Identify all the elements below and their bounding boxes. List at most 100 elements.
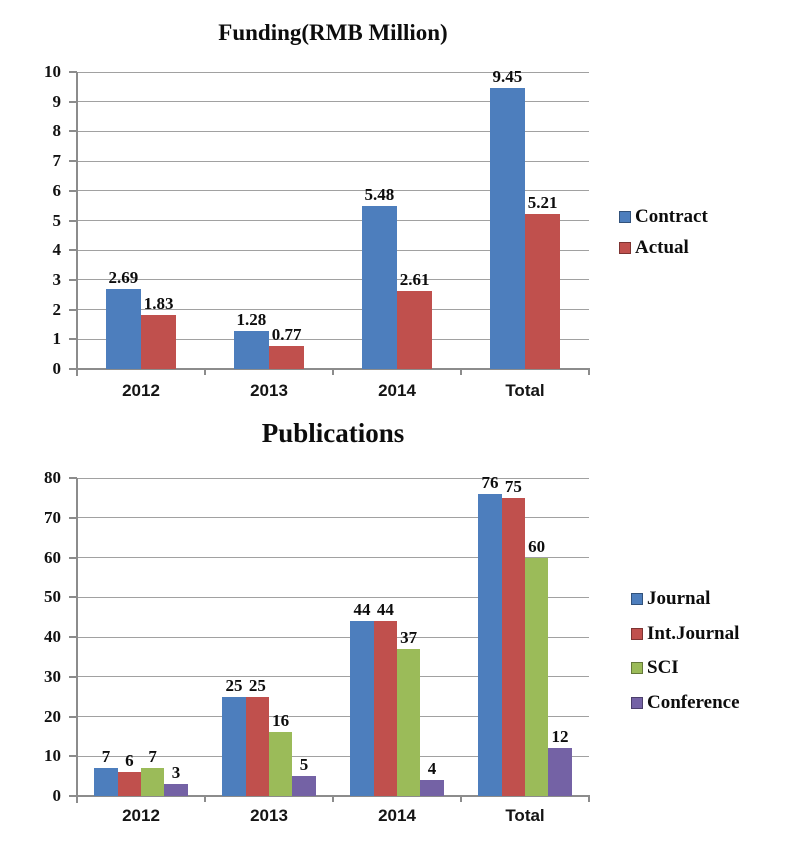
x-axis-category-label-2014: 2014 [378,381,416,400]
y-axis-tick [69,715,77,718]
x-axis-tick [588,369,590,375]
bar-contract-2014 [361,206,397,369]
bar-value-label-sci-2012: 7 [148,747,157,767]
y-axis-tick-label: 60 [44,547,61,567]
bar-int-journal-2013 [245,696,269,796]
y-axis-tick-label: 0 [52,359,62,378]
y-axis-tick-label: 10 [44,62,61,81]
y-axis-tick-label: 7 [52,151,62,171]
x-axis-line [71,795,590,797]
bar-value-label-journal-total: 76 [481,472,499,492]
y-axis-tick [69,219,77,222]
y-axis-tick-label: 50 [44,587,61,607]
legend-item-int-journal: Int.Journal [631,623,791,645]
gridline [77,517,589,519]
gridline [77,557,589,558]
bar-int-journal-total [501,497,525,796]
x-axis-category-label-2013: 2013 [250,806,288,825]
gridline [77,220,589,221]
legend-item-actual: Actual [619,237,779,259]
x-axis-line [71,368,590,370]
bar-value-label-conference-2014: 4 [427,759,437,779]
bar-value-label-conference-2012: 3 [171,763,181,783]
bar-journal-2014 [350,621,374,796]
gridline [77,160,589,162]
y-axis-tick-label: 70 [44,507,61,527]
bar-value-label-conference-total: 12 [551,727,569,747]
bar-value-label-int-journal-2014: 44 [376,600,394,620]
bar-conference-2012 [164,784,188,796]
bar-sci-total [525,557,549,796]
bar-conference-total [548,748,572,796]
gridline [77,716,589,717]
y-axis-tick [69,516,77,519]
bar-value-label-sci-2013: 16 [272,711,290,731]
y-axis-tick [69,278,77,281]
bar-int-journal-2012 [117,772,141,796]
funding-chart-title: Funding(RMB Million) [218,20,448,45]
legend-label-int-journal: Int.Journal [647,622,740,644]
x-axis-tick [460,796,462,802]
bar-value-label-actual-2013: 0.77 [271,325,302,345]
bar-value-label-journal-2014: 44 [353,600,371,620]
y-axis-tick [69,249,77,252]
bar-value-label-contract-2012: 2.69 [108,268,139,288]
bar-journal-2012 [94,768,118,796]
x-axis-category-label-2012: 2012 [122,381,160,400]
legend-label-actual: Actual [635,237,689,258]
y-axis-tick [69,160,77,163]
bar-sci-2013 [269,732,293,796]
legend-label-conference: Conference [647,691,740,713]
gridline [77,279,589,281]
bar-value-label-actual-total: 5.21 [527,193,558,213]
x-axis-category-label-2013: 2013 [250,381,288,400]
bar-value-label-contract-2013: 1.28 [236,309,267,329]
bar-value-label-journal-2013: 25 [225,675,243,695]
y-axis-tick [69,636,77,638]
gridline [77,477,589,479]
gridline [77,676,589,678]
bar-value-label-journal-2012: 7 [101,747,111,767]
y-axis-tick-label: 8 [52,121,62,141]
bar-int-journal-2014 [373,621,397,796]
x-axis-tick [204,369,206,375]
bar-conference-2014 [420,780,444,796]
bar-value-label-conference-2013: 5 [299,755,309,775]
legend-swatch-conference [631,696,643,709]
x-axis-tick [204,796,206,802]
y-axis-line [76,72,78,376]
legend-swatch-contract [619,211,631,223]
gridline [77,71,589,73]
x-axis-category-label-total: Total [505,806,545,825]
publications-chart-title: Publications [261,418,405,448]
y-axis-tick [69,100,77,103]
x-axis-tick [460,369,462,375]
legend-item-conference: Conference [631,692,791,714]
y-axis-tick [69,596,77,599]
bar-value-label-int-journal-2013: 25 [248,675,266,695]
gridline [77,309,589,311]
x-axis-category-label-2012: 2012 [122,806,160,825]
y-axis-tick [69,130,77,133]
bar-value-label-actual-2014: 2.61 [399,270,430,290]
x-axis-category-label-total: Total [505,381,545,400]
bar-value-label-contract-2014: 5.48 [364,185,395,205]
y-axis-line [76,478,78,803]
y-axis-tick-label: 0 [52,786,62,805]
legend-item-sci: SCI [631,657,791,679]
gridline [77,130,589,132]
y-axis-tick-label: 80 [44,468,61,487]
bar-conference-2013 [292,776,316,796]
y-axis-tick [69,71,77,73]
y-axis-tick-label: 10 [44,746,61,766]
y-axis-tick-label: 5 [52,210,62,230]
gridline [77,338,589,340]
bar-actual-2013 [269,346,305,369]
y-axis-tick-label: 6 [52,180,62,200]
bar-actual-2012 [141,314,177,369]
x-axis-tick [588,796,590,802]
y-axis-tick [69,675,77,678]
legend-label-journal: Journal [647,588,711,609]
bar-actual-2014 [397,291,433,369]
